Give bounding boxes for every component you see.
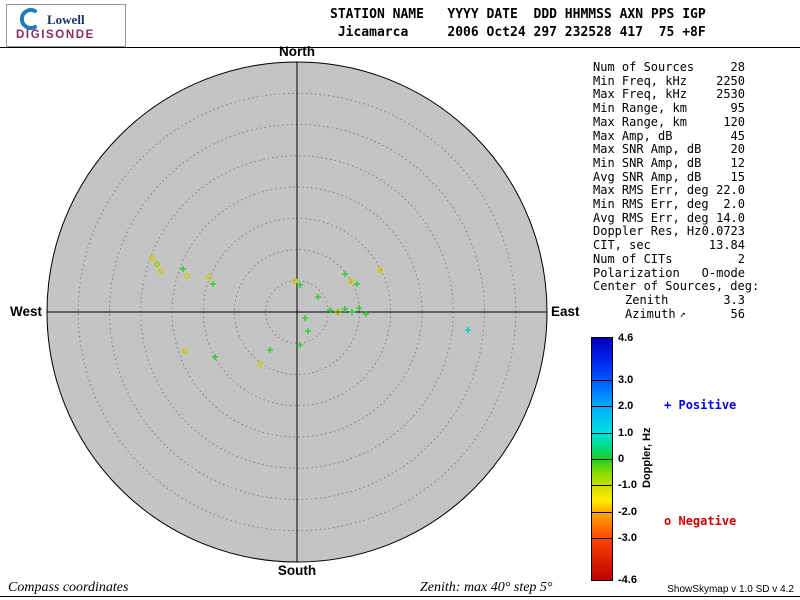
stat-row: Zenith 3.3 [593, 292, 745, 308]
stat-row: Avg RMS Err, deg 14.0 [593, 210, 745, 226]
stat-label: Max Freq, kHz [593, 87, 687, 102]
stat-value: 15 [730, 169, 745, 184]
azimuth-arrow-icon: ↗ [679, 308, 686, 320]
stat-label: Max RMS Err, deg [593, 183, 709, 198]
stat-row: Avg SNR Amp, dB 15 [593, 169, 745, 185]
stat-label: Max SNR Amp, dB [593, 142, 702, 157]
colorbar-tick-label: 3.0 [618, 374, 634, 387]
stat-value: 120 [723, 114, 745, 129]
lowell-digisonde-logo: Lowell DIGISONDE [6, 4, 126, 47]
stat-label: Min Range, km [593, 101, 687, 116]
stat-row: Center of Sources, deg: [593, 280, 759, 294]
compass-label-north: North [279, 44, 315, 59]
stat-label: CIT, sec [593, 238, 651, 253]
stat-label: Avg RMS Err, deg [593, 210, 709, 225]
stat-label: Polarization [593, 265, 680, 280]
colorbar-tick-label: 1.0 [618, 426, 634, 439]
stat-value: 20 [730, 142, 745, 157]
stat-row: CIT, sec 13.84 [593, 238, 745, 253]
stat-label: Min RMS Err, deg [593, 197, 709, 212]
colorbar-tick [592, 511, 612, 513]
colorbar-tick [592, 537, 612, 539]
stat-row: Min RMS Err, deg 2.0 [593, 197, 745, 212]
legend-positive-label: Positive [678, 398, 737, 412]
footer-coordinates-label: Compass coordinates [8, 580, 129, 595]
stat-label: Min SNR Amp, dB [593, 155, 702, 170]
stat-value: 22.0 [716, 183, 745, 198]
colorbar-tick-label: -2.0 [618, 505, 637, 518]
stat-row: Doppler Res, Hz 0.0723 [593, 225, 745, 239]
stat-value: 2250 [716, 73, 745, 88]
stat-label: Num of Sources [593, 60, 695, 74]
stat-value: O-mode [701, 265, 745, 280]
stat-value: 45 [730, 128, 745, 143]
header-divider-line [0, 47, 800, 48]
colorbar-tick [592, 432, 612, 434]
stat-value: 14.0 [716, 210, 745, 225]
colorbar-tick [592, 485, 612, 487]
stat-value: 13.84 [708, 238, 745, 253]
colorbar-tick [592, 406, 612, 408]
stat-label: Doppler Res, Hz [593, 224, 702, 239]
colorbar-tick [592, 459, 612, 460]
stat-row: Min Range, km 95 [593, 101, 745, 116]
colorbar-tick-label: -1.0 [618, 479, 637, 492]
colorbar-tick [592, 380, 612, 382]
header-column-titles: STATION NAME YYYY DATE DDD HHMMSS AXN PP… [330, 7, 706, 22]
footer-zenith-note: Zenith: max 40° step 5° [420, 580, 553, 595]
stat-row: Min Freq, kHz 2250 [593, 73, 745, 89]
stat-label: Max Amp, dB [593, 128, 673, 143]
stat-row: Max RMS Err, deg 22.0 [593, 184, 745, 198]
plus-marker-icon: + [664, 398, 672, 412]
stat-row: Num of Sources 28 [593, 60, 745, 75]
stat-label: Zenith [625, 292, 669, 307]
footer-version: ShowSkymap v 1.0 SD v 4.2 [667, 584, 794, 595]
colorbar-tick-label: 2.0 [618, 400, 634, 413]
bottom-border-line [0, 596, 800, 597]
compass-label-east: East [551, 304, 580, 319]
stat-label: Num of CITs [593, 251, 673, 266]
stat-value: 0.0723 [701, 224, 745, 239]
stat-value: 2530 [716, 87, 745, 102]
stat-value: 56 [730, 306, 745, 321]
stat-label: Max Range, km [593, 114, 687, 129]
legend-negative: o Negative [664, 514, 736, 528]
stat-row: Num of CITs 2 [593, 251, 745, 267]
circle-marker-icon: o [664, 514, 672, 528]
logo-lowell-text: Lowell [47, 12, 85, 27]
stats-panel: Num of Sources 28 Min Freq, kHz 2250 Max Fre… [593, 60, 759, 322]
stat-label: Avg SNR Amp, dB [593, 169, 702, 184]
colorbar-tick-label: 4.6 [618, 332, 634, 344]
stat-row: Polarization O-mode [593, 265, 745, 281]
colorbar-tick-label: -3.0 [618, 531, 637, 544]
logo-digisonde-text: DIGISONDE [16, 29, 95, 41]
stat-row: Max SNR Amp, dB 20 [593, 143, 745, 157]
doppler-colorbar: 4.6 3.0 2.0 1.0 0 -1.0 -2.0 -3.0 -4.6 [591, 333, 651, 586]
header-station-values: Jicamarca 2006 Oct24 297 232528 417 75 +… [330, 25, 706, 40]
stat-value: 12 [730, 155, 745, 170]
stat-value: 2 [737, 251, 745, 266]
stat-row: Max Freq, kHz 2530 [593, 88, 745, 102]
stat-row: Min SNR Amp, dB 12 [593, 155, 745, 171]
stat-value: 2.0 [723, 197, 745, 212]
stat-row: Azimuth ↗ 56 [593, 306, 745, 322]
stat-label: Azimuth [625, 306, 676, 321]
compass-label-south: South [277, 563, 317, 578]
colorbar-tick-label: -4.6 [618, 574, 637, 586]
legend-negative-label: Negative [678, 514, 737, 528]
stat-label: Min Freq, kHz [593, 73, 687, 88]
stat-value: 95 [730, 101, 745, 116]
lowell-swoosh-icon [19, 8, 37, 30]
stat-label: Center of Sources, deg: [593, 279, 760, 294]
stat-value: 3.3 [723, 292, 745, 307]
compass-label-west: West [9, 304, 42, 319]
colorbar-tick-label: 0 [618, 453, 625, 465]
legend-positive: + Positive [664, 398, 736, 412]
colorbar-axis-label: Doppler, Hz [641, 427, 653, 489]
stat-row: Max Range, km 120 [593, 114, 745, 130]
stat-row: Max Amp, dB 45 [593, 128, 745, 144]
stat-value: 28 [730, 60, 745, 74]
